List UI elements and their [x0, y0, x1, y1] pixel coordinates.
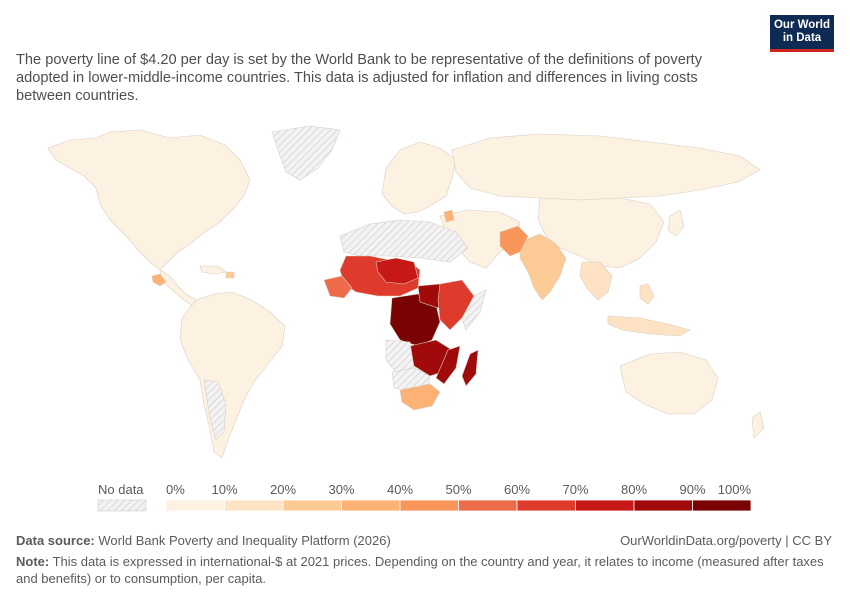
region-haiti[interactable] — [225, 271, 235, 279]
region-somalia[interactable] — [461, 289, 487, 331]
legend-tick-10: 100% — [718, 482, 752, 497]
logo-line-2: in Data — [782, 31, 822, 44]
region-australia[interactable] — [619, 351, 719, 415]
region-west-coast[interactable] — [323, 275, 353, 299]
region-caribbean[interactable] — [199, 265, 227, 275]
legend-bin-9[interactable] — [692, 499, 752, 512]
data-source-text[interactable]: World Bank Poverty and Inequality Platfo… — [98, 533, 391, 548]
legend-tick-labels: 0% 10% 20% 30% 40% 50% 60% 70% 80% 90% 100% — [166, 482, 751, 497]
region-north-america[interactable] — [47, 129, 251, 271]
legend-bin-3[interactable] — [341, 499, 401, 512]
region-new-zealand[interactable] — [751, 411, 765, 439]
legend-tick-1: 10% — [211, 482, 237, 497]
data-note: Note: This data is expressed in internat… — [16, 553, 831, 587]
legend-no-data-label: No data — [98, 482, 144, 497]
legend-bin-0[interactable] — [165, 499, 225, 512]
region-madagascar[interactable] — [461, 349, 479, 387]
region-mozambique[interactable] — [435, 345, 461, 385]
region-angola[interactable] — [385, 339, 415, 373]
legend-color-bins — [165, 499, 752, 512]
legend-no-data-swatch — [97, 499, 147, 512]
legend-bin-7[interactable] — [575, 499, 635, 512]
region-guatemala[interactable] — [151, 273, 167, 287]
legend-bin-5[interactable] — [458, 499, 518, 512]
region-north-africa[interactable] — [339, 219, 469, 263]
legend-bin-4[interactable] — [399, 499, 459, 512]
region-japan[interactable] — [667, 209, 685, 237]
legend-tick-2: 20% — [270, 482, 296, 497]
legend-tick-4: 40% — [387, 482, 413, 497]
legend-tick-7: 70% — [562, 482, 588, 497]
logo-line-1: Our World — [773, 19, 830, 31]
legend-bin-1[interactable] — [224, 499, 284, 512]
region-pakistan[interactable] — [499, 225, 529, 257]
credit-link[interactable]: OurWorldinData.org/poverty | CC BY — [620, 533, 832, 548]
region-no-data-south[interactable] — [203, 379, 227, 441]
legend-bin-6[interactable] — [516, 499, 576, 512]
map-subtitle: The poverty line of $4.20 per day is set… — [16, 52, 703, 104]
data-source: Data source: World Bank Poverty and Ineq… — [16, 533, 391, 548]
legend-tick-0: 0% — [166, 482, 185, 497]
region-russia[interactable] — [451, 133, 761, 201]
legend-bin-2[interactable] — [282, 499, 342, 512]
region-india[interactable] — [519, 233, 567, 301]
note-text: This data is expressed in international-… — [16, 554, 824, 586]
region-niger[interactable] — [375, 257, 419, 285]
legend-tick-9: 90% — [679, 482, 705, 497]
legend-tick-8: 80% — [621, 482, 647, 497]
map-legend: No data 0% 10% 20% 30% 40% 50% 60% 70% 80% 90% 100… — [97, 482, 752, 512]
note-label: Note: — [16, 554, 50, 569]
legend-bin-8[interactable] — [633, 499, 693, 512]
region-europe[interactable] — [381, 141, 457, 215]
owid-logo[interactable]: Our World in Data — [770, 15, 834, 52]
region-philippines[interactable] — [639, 283, 655, 305]
region-indonesia[interactable] — [607, 315, 691, 337]
legend-tick-6: 60% — [504, 482, 530, 497]
legend-tick-5: 50% — [445, 482, 471, 497]
region-ethiopia[interactable] — [437, 279, 475, 331]
region-south-africa[interactable] — [399, 383, 441, 411]
region-greenland[interactable] — [271, 125, 341, 181]
world-choropleth-map — [47, 125, 765, 459]
legend-tick-3: 30% — [328, 482, 354, 497]
region-southeast-asia[interactable] — [579, 261, 613, 301]
data-source-label: Data source: — [16, 533, 95, 548]
region-south-america[interactable] — [179, 291, 286, 459]
region-syria[interactable] — [443, 209, 455, 223]
region-china[interactable] — [537, 197, 665, 269]
